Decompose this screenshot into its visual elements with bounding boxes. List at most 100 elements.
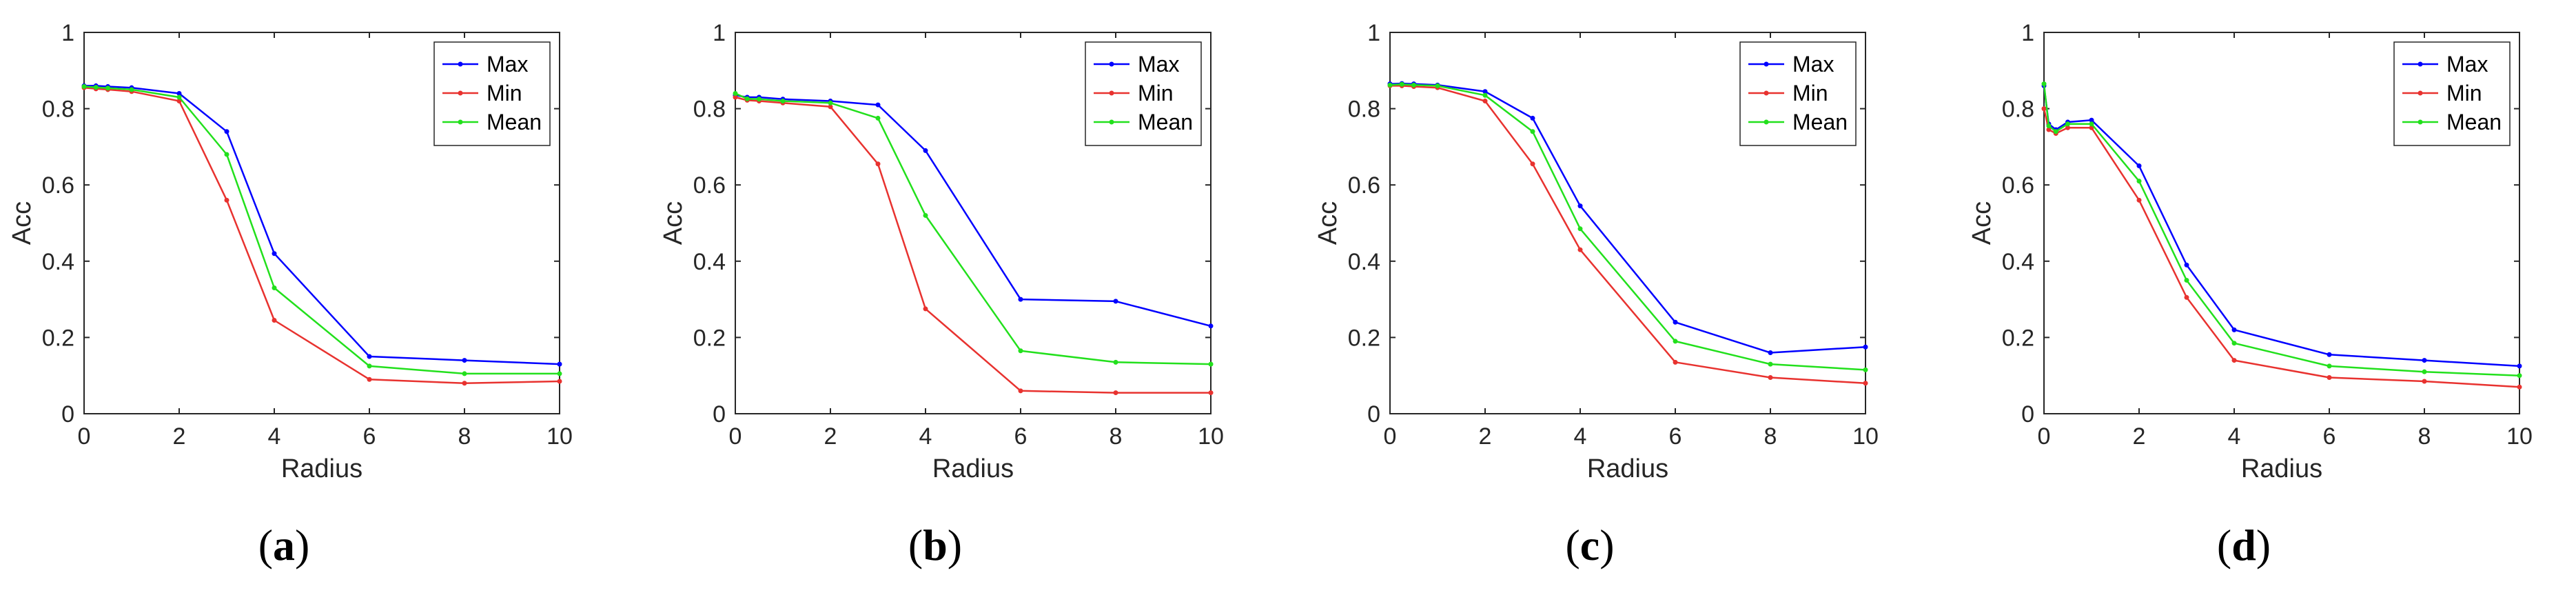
legend: Max Min Mean (433, 41, 551, 146)
y-tick-label: 1 (61, 20, 74, 46)
y-tick-label: 0.2 (693, 325, 726, 351)
legend-label-min: Min (1138, 81, 1174, 105)
series-line-mean (1389, 83, 1866, 371)
data-point-max (2327, 352, 2332, 357)
data-point-min (2422, 379, 2427, 384)
legend-marker-min (458, 90, 463, 96)
legend-label-min: Min (1792, 81, 1828, 105)
legend-marker-max (1109, 61, 1114, 67)
y-tick-label: 1 (1367, 20, 1380, 46)
x-tick-label: 6 (1669, 423, 1682, 450)
data-point-mean (757, 97, 761, 102)
data-point-min (733, 94, 738, 100)
data-point-max (224, 129, 229, 134)
chart-panel-d: 0 2 4 6 8 10 0 0.2 0.4 0.6 0.8 1 Radius Acc Max Min Mean… (1967, 20, 2533, 570)
data-point-min (367, 376, 372, 382)
data-point-min (2136, 197, 2142, 203)
x-tick-label: 0 (2038, 423, 2051, 450)
data-point-min (2065, 125, 2070, 130)
legend-label-min: Min (2446, 81, 2482, 105)
y-axis-label: Acc (1313, 201, 1342, 245)
x-tick-label: 4 (2228, 423, 2241, 450)
legend-marker-mean (458, 119, 463, 125)
y-axis-label: Acc (8, 201, 37, 245)
legend-label-min: Min (487, 81, 522, 105)
data-point-max (2422, 358, 2427, 363)
data-point-mean (780, 99, 786, 104)
data-point-min (557, 379, 562, 384)
data-point-mean (2053, 129, 2058, 134)
y-tick-label: 0.4 (2002, 249, 2034, 275)
data-point-min (875, 161, 881, 167)
data-point-mean (1482, 92, 1488, 98)
y-tick-label: 0.4 (42, 249, 74, 275)
panel-letter: a (273, 521, 295, 570)
data-point-mean (2422, 369, 2427, 374)
panel-label: (d) (2217, 521, 2271, 570)
y-tick-label: 0 (713, 401, 726, 428)
y-tick-label: 0.8 (2002, 97, 2034, 123)
y-axis-label: Acc (659, 201, 688, 245)
data-point-mean (744, 96, 750, 101)
data-point-max (1018, 296, 1023, 302)
data-point-mean (1673, 339, 1678, 344)
x-axis-label: Radius (281, 454, 362, 483)
data-point-mean (1435, 83, 1440, 88)
legend: Max Min Mean (2393, 41, 2511, 146)
data-point-mean (2046, 123, 2052, 128)
data-point-min (224, 197, 229, 203)
data-point-mean (272, 285, 277, 291)
x-tick-label: 10 (1198, 423, 1224, 450)
data-point-mean (557, 371, 562, 376)
data-point-min (1113, 390, 1118, 396)
chart-panel-a: 0 2 4 6 8 10 0 0.2 0.4 0.6 0.8 1 Radius Acc Max Min Mean… (8, 20, 573, 570)
data-point-mean (2517, 373, 2522, 379)
legend-marker-mean (1764, 119, 1769, 125)
panel-label: (c) (1565, 521, 1614, 570)
data-point-min (828, 104, 833, 110)
data-point-min (2184, 294, 2189, 300)
legend-marker-max (458, 61, 463, 67)
data-point-max (875, 102, 881, 108)
legend-marker-min (2417, 90, 2423, 96)
series-line-min (735, 96, 1211, 394)
y-tick-label: 1 (2021, 20, 2034, 46)
legend: Max Min Mean (1085, 41, 1202, 146)
chart-panel-b: 0 2 4 6 8 10 0 0.2 0.4 0.6 0.8 1 Radius Acc Max Min Mean… (659, 20, 1224, 570)
data-point-mean (93, 85, 99, 90)
data-point-mean (1768, 361, 1773, 367)
y-tick-label: 0.2 (1348, 325, 1380, 351)
data-point-min (2046, 127, 2052, 132)
data-point-max (2231, 327, 2237, 332)
series-line-max (84, 85, 560, 365)
data-point-mean (367, 363, 372, 369)
x-tick-label: 10 (2506, 423, 2533, 450)
x-tick-label: 8 (1764, 423, 1777, 450)
data-point-min (1673, 359, 1678, 365)
data-point-mean (2231, 341, 2237, 346)
data-point-max (1863, 344, 1868, 350)
data-point-max (1577, 203, 1583, 209)
x-axis-label: Radius (1587, 454, 1668, 483)
data-point-mean (1399, 81, 1404, 87)
legend-marker-min (1109, 90, 1114, 96)
data-point-min (923, 306, 928, 312)
panel-letter: d (2231, 521, 2256, 570)
panel-label: (b) (908, 521, 962, 570)
data-point-mean (81, 84, 87, 90)
x-tick-label: 6 (2323, 423, 2336, 450)
y-tick-label: 0.6 (2002, 172, 2034, 199)
y-tick-label: 0.8 (693, 97, 726, 123)
x-tick-label: 10 (546, 423, 573, 450)
y-tick-label: 0.6 (42, 172, 74, 199)
x-tick-label: 2 (1479, 423, 1492, 450)
panel-letter: c (1580, 521, 1599, 570)
series-line-mean (83, 86, 560, 375)
data-point-max (923, 148, 928, 153)
data-point-max (1673, 319, 1678, 325)
data-point-mean (2089, 121, 2094, 127)
x-tick-label: 4 (1574, 423, 1587, 450)
x-tick-label: 0 (729, 423, 742, 450)
x-tick-label: 2 (824, 423, 837, 450)
